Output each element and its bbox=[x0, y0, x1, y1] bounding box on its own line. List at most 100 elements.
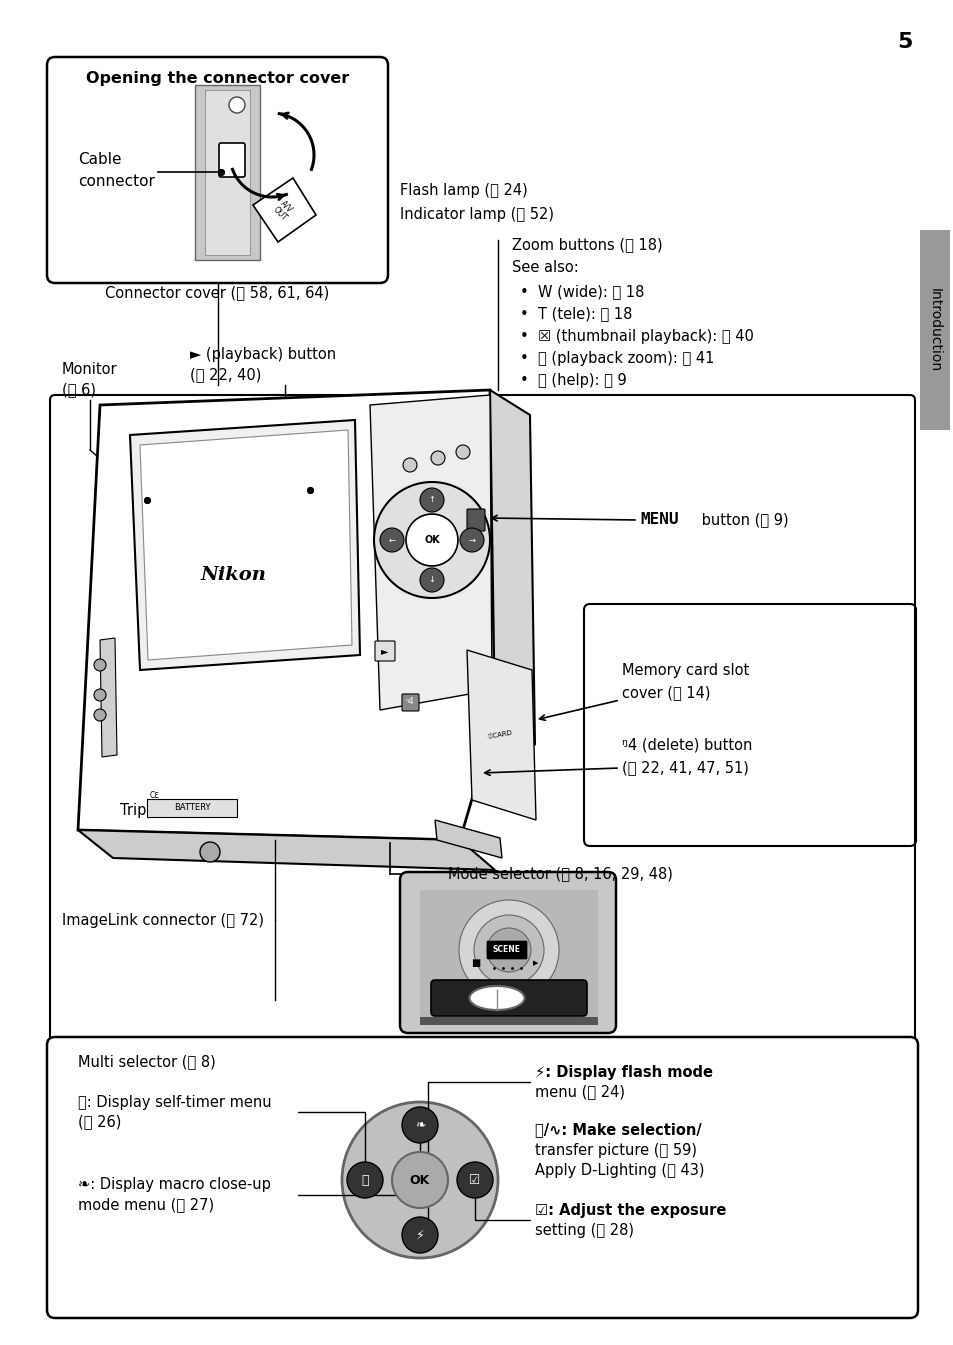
Polygon shape bbox=[100, 638, 117, 757]
Circle shape bbox=[392, 1153, 448, 1208]
Polygon shape bbox=[78, 390, 495, 841]
Text: Indicator lamp (訪 52): Indicator lamp (訪 52) bbox=[399, 207, 554, 222]
FancyBboxPatch shape bbox=[583, 604, 915, 846]
Text: (訪 22, 40): (訪 22, 40) bbox=[190, 367, 261, 382]
FancyBboxPatch shape bbox=[431, 981, 586, 1015]
Text: ⌛: Display self-timer menu: ⌛: Display self-timer menu bbox=[78, 1095, 272, 1110]
Text: Tripod socket: Tripod socket bbox=[120, 803, 216, 818]
Text: Multi selector (訪 8): Multi selector (訪 8) bbox=[78, 1054, 215, 1069]
Text: ⚡: ⚡ bbox=[416, 1228, 424, 1241]
Bar bbox=[419, 890, 598, 1018]
Circle shape bbox=[94, 709, 106, 721]
Text: cover (訪 14): cover (訪 14) bbox=[621, 686, 710, 701]
Text: ☑: Adjust the exposure: ☑: Adjust the exposure bbox=[535, 1202, 725, 1217]
Bar bbox=[419, 1017, 598, 1025]
Text: BATTERY: BATTERY bbox=[173, 803, 210, 812]
Circle shape bbox=[379, 529, 403, 551]
Circle shape bbox=[458, 900, 558, 999]
Ellipse shape bbox=[469, 986, 524, 1010]
Text: Ⓢ/∿: Make selection/: Ⓢ/∿: Make selection/ bbox=[535, 1123, 701, 1138]
Text: See also:: See also: bbox=[512, 261, 578, 276]
Text: mode menu (訪 27): mode menu (訪 27) bbox=[78, 1197, 213, 1212]
Text: ❧: Display macro close-up: ❧: Display macro close-up bbox=[78, 1177, 271, 1193]
Text: ❧: ❧ bbox=[415, 1119, 425, 1131]
Polygon shape bbox=[253, 178, 315, 242]
Text: (訪 22, 41, 47, 51): (訪 22, 41, 47, 51) bbox=[621, 760, 748, 776]
Text: ⌛: ⌛ bbox=[361, 1173, 369, 1186]
Circle shape bbox=[341, 1102, 497, 1258]
Text: •  T (tele): 訪 18: • T (tele): 訪 18 bbox=[519, 307, 632, 321]
Text: button (訪 9): button (訪 9) bbox=[697, 512, 788, 527]
Text: ☉CARD: ☉CARD bbox=[486, 730, 513, 740]
Circle shape bbox=[474, 915, 543, 985]
Bar bbox=[919, 230, 949, 430]
Circle shape bbox=[200, 842, 220, 862]
Text: •  W (wide): 訪 18: • W (wide): 訪 18 bbox=[519, 285, 643, 300]
Polygon shape bbox=[490, 390, 535, 745]
Circle shape bbox=[402, 459, 416, 472]
Circle shape bbox=[419, 568, 443, 592]
Polygon shape bbox=[435, 820, 501, 858]
Polygon shape bbox=[140, 430, 352, 660]
Polygon shape bbox=[370, 395, 492, 710]
Circle shape bbox=[374, 482, 490, 599]
Text: Monitor: Monitor bbox=[62, 363, 117, 378]
Circle shape bbox=[401, 1217, 437, 1254]
Text: Mode selector (訪 8, 16, 29, 48): Mode selector (訪 8, 16, 29, 48) bbox=[448, 866, 672, 881]
Circle shape bbox=[406, 514, 457, 566]
Text: •  ☒ (thumbnail playback): 訪 40: • ☒ (thumbnail playback): 訪 40 bbox=[519, 328, 753, 343]
Text: ←: ← bbox=[388, 535, 395, 545]
Text: ImageLink connector (訪 72): ImageLink connector (訪 72) bbox=[62, 912, 264, 928]
Text: (訪 26): (訪 26) bbox=[78, 1115, 121, 1130]
Text: ►: ► bbox=[381, 646, 388, 656]
Text: menu (訪 24): menu (訪 24) bbox=[535, 1084, 624, 1099]
Text: (訪 6): (訪 6) bbox=[62, 382, 96, 398]
Text: ■: ■ bbox=[471, 958, 480, 968]
Text: Apply D-Lighting (訪 43): Apply D-Lighting (訪 43) bbox=[535, 1162, 703, 1177]
Text: MENU: MENU bbox=[639, 512, 678, 527]
Text: ▶: ▶ bbox=[533, 960, 538, 966]
Bar bbox=[205, 90, 250, 256]
Text: ᵑ4 (delete) button: ᵑ4 (delete) button bbox=[621, 737, 752, 752]
Text: Cable: Cable bbox=[78, 152, 121, 168]
Circle shape bbox=[456, 445, 470, 459]
Polygon shape bbox=[78, 830, 495, 870]
FancyBboxPatch shape bbox=[399, 872, 616, 1033]
Text: transfer picture (訪 59): transfer picture (訪 59) bbox=[535, 1142, 697, 1158]
Circle shape bbox=[456, 1162, 493, 1198]
Circle shape bbox=[401, 1107, 437, 1143]
Text: ↓: ↓ bbox=[428, 576, 435, 585]
Text: ☑: ☑ bbox=[469, 1173, 480, 1186]
Text: ► (playback) button: ► (playback) button bbox=[190, 347, 335, 363]
Text: 5: 5 bbox=[897, 32, 912, 52]
Text: connector: connector bbox=[78, 175, 154, 190]
Circle shape bbox=[94, 659, 106, 671]
FancyBboxPatch shape bbox=[47, 1037, 917, 1318]
Text: Memory card slot: Memory card slot bbox=[621, 663, 748, 678]
Text: Flash lamp (訪 24): Flash lamp (訪 24) bbox=[399, 183, 527, 198]
Bar bbox=[194, 85, 260, 260]
Circle shape bbox=[94, 689, 106, 701]
FancyBboxPatch shape bbox=[47, 56, 388, 282]
Text: ↑: ↑ bbox=[428, 495, 435, 504]
Bar bbox=[147, 799, 236, 816]
Text: ⚡: Display flash mode: ⚡: Display flash mode bbox=[535, 1064, 712, 1080]
Polygon shape bbox=[130, 420, 359, 670]
Circle shape bbox=[486, 928, 531, 972]
Text: •  ⌕ (playback zoom): 訪 41: • ⌕ (playback zoom): 訪 41 bbox=[519, 351, 714, 366]
FancyBboxPatch shape bbox=[467, 508, 484, 531]
Text: Nikon: Nikon bbox=[200, 566, 266, 584]
Circle shape bbox=[419, 488, 443, 512]
Text: Cℇ: Cℇ bbox=[150, 791, 160, 800]
Text: OK: OK bbox=[424, 535, 439, 545]
Circle shape bbox=[431, 451, 444, 465]
Text: setting (訪 28): setting (訪 28) bbox=[535, 1223, 634, 1237]
Text: ᵑ4: ᵑ4 bbox=[405, 698, 414, 706]
FancyBboxPatch shape bbox=[219, 143, 245, 178]
Text: Connector cover (訪 58, 61, 64): Connector cover (訪 58, 61, 64) bbox=[105, 285, 329, 300]
Polygon shape bbox=[467, 650, 536, 820]
Circle shape bbox=[347, 1162, 382, 1198]
Text: Introduction: Introduction bbox=[927, 288, 941, 373]
Text: •  ❓ (help): 訪 9: • ❓ (help): 訪 9 bbox=[519, 373, 626, 387]
FancyBboxPatch shape bbox=[486, 941, 526, 959]
